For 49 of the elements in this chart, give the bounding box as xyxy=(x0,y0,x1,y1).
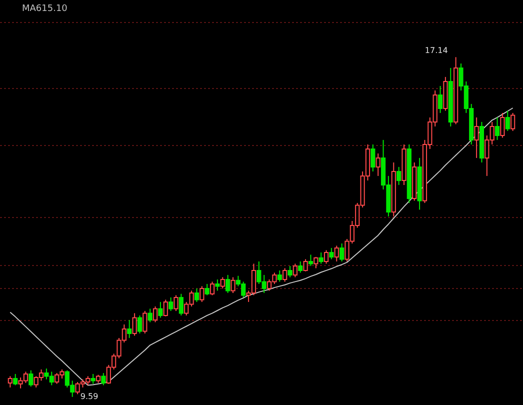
candlestick xyxy=(204,283,210,296)
candlestick xyxy=(200,286,204,302)
candlestick xyxy=(314,256,318,269)
candlestick xyxy=(13,373,18,386)
candlestick xyxy=(148,308,152,323)
candlestick xyxy=(298,260,303,274)
annotation: 17.14 xyxy=(424,46,448,56)
candlestick xyxy=(376,152,380,176)
candlestick xyxy=(318,252,324,264)
candlestick xyxy=(158,301,163,318)
candlestick xyxy=(230,276,236,294)
candlestick xyxy=(210,281,215,296)
candlestick xyxy=(438,85,443,114)
candlestick xyxy=(152,306,158,323)
candlestick xyxy=(28,370,34,388)
candlestick xyxy=(282,268,288,282)
candlestick xyxy=(308,254,314,266)
candlestick xyxy=(220,276,225,289)
candlestick xyxy=(174,294,178,312)
candlestick xyxy=(505,110,510,132)
candlestick xyxy=(215,278,220,292)
candlestick xyxy=(90,373,96,384)
candlestick xyxy=(101,372,106,386)
annotation: MA615.10 xyxy=(22,4,68,14)
candlestick xyxy=(277,270,282,282)
candlestick xyxy=(137,314,142,334)
candlestick xyxy=(163,299,168,317)
candlestick xyxy=(303,258,308,272)
candlestick xyxy=(178,293,184,316)
candlestick xyxy=(127,319,132,338)
candlestick xyxy=(329,247,334,260)
candlestick xyxy=(494,116,500,140)
candlestick xyxy=(288,265,292,278)
candlestick xyxy=(142,310,148,334)
candlestick xyxy=(168,296,174,312)
candlestick xyxy=(334,245,339,262)
candlestick xyxy=(292,263,298,278)
candlestick xyxy=(8,376,12,388)
candlestick xyxy=(510,112,516,132)
candlestick xyxy=(194,288,200,302)
candlestick xyxy=(324,250,329,264)
candlestick xyxy=(340,242,344,262)
candlestick xyxy=(474,116,479,158)
annotation: 9.59 xyxy=(80,392,98,401)
candlestick xyxy=(396,166,402,186)
candlestick xyxy=(132,312,137,336)
candlestick xyxy=(370,144,376,172)
candlestick xyxy=(226,274,230,294)
candlestick xyxy=(500,112,505,138)
